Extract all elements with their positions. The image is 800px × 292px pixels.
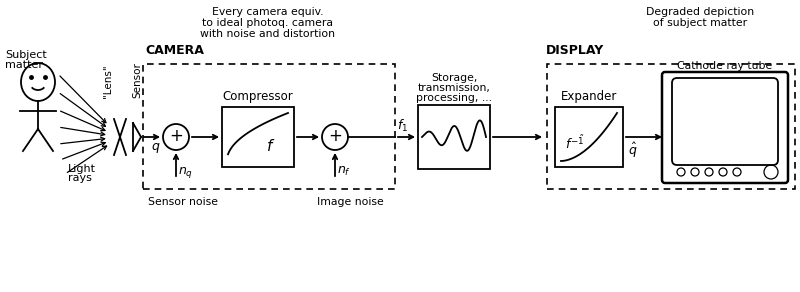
- Text: Every camera equiv.: Every camera equiv.: [212, 7, 324, 17]
- Text: $+$: $+$: [328, 127, 342, 145]
- Text: $f$: $f$: [266, 138, 276, 154]
- Bar: [222, 107, 294, 167]
- Text: Sensor: Sensor: [132, 62, 142, 98]
- Text: Sensor noise: Sensor noise: [148, 197, 218, 207]
- Text: Subject: Subject: [5, 50, 46, 60]
- Text: to ideal photoq. camera: to ideal photoq. camera: [202, 18, 334, 28]
- Text: CAMERA: CAMERA: [146, 44, 205, 57]
- Text: DISPLAY: DISPLAY: [546, 44, 604, 57]
- Text: Image noise: Image noise: [317, 197, 384, 207]
- Text: Compressor: Compressor: [222, 90, 294, 103]
- Bar: [143, 64, 395, 189]
- Text: with noise and distortion: with noise and distortion: [201, 29, 335, 39]
- Text: of subject matter: of subject matter: [653, 18, 747, 28]
- Text: $+$: $+$: [169, 127, 183, 145]
- Text: processing, ...: processing, ...: [416, 93, 492, 103]
- Text: Light: Light: [68, 164, 96, 174]
- Text: "Lens": "Lens": [103, 64, 113, 98]
- Text: $n_f$: $n_f$: [337, 165, 351, 178]
- Text: $\hat{q}$: $\hat{q}$: [628, 141, 638, 160]
- Text: $q$: $q$: [151, 141, 161, 155]
- Text: Storage,: Storage,: [431, 73, 477, 83]
- Bar: [555, 107, 623, 167]
- Text: $f_1$: $f_1$: [397, 118, 408, 134]
- Text: Cathode ray tube: Cathode ray tube: [678, 61, 773, 71]
- Text: $f^{-\tilde{1}}$: $f^{-\tilde{1}}$: [565, 135, 585, 153]
- Text: Expander: Expander: [561, 90, 617, 103]
- Text: rays: rays: [68, 173, 92, 183]
- Text: Degraded depiction: Degraded depiction: [646, 7, 754, 17]
- Bar: [547, 64, 795, 189]
- Bar: [418, 105, 490, 169]
- Text: $n_q$: $n_q$: [178, 165, 193, 180]
- Text: transmission,: transmission,: [418, 83, 490, 93]
- Text: matter: matter: [5, 60, 43, 70]
